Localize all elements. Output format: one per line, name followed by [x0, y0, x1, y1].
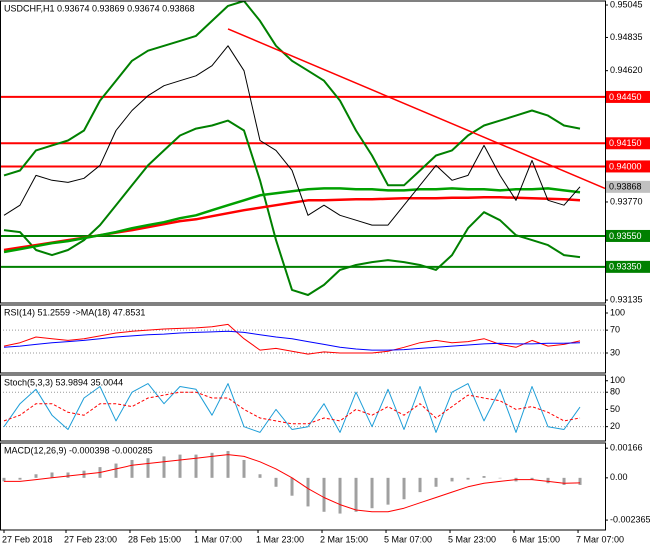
level-label: 0.94000 [609, 161, 642, 171]
panel-frame [0, 304, 606, 374]
histogram-bar [226, 451, 230, 478]
histogram-bar [258, 474, 262, 478]
x-tick-label: 7 Mar 07:00 [576, 534, 624, 544]
level-label: 0.93550 [609, 231, 642, 241]
histogram-bar [370, 477, 374, 509]
y-tick-label: 0.00 [610, 472, 628, 482]
histogram-bar [306, 477, 310, 507]
histogram-bar [578, 477, 582, 485]
y-tick-label: 0.00166 [610, 443, 643, 453]
y-tick-label: 0.93135 [610, 294, 643, 304]
series-line [4, 454, 581, 513]
histogram-bar [402, 477, 406, 500]
y-tick-label: 0.94835 [610, 32, 643, 42]
histogram-bar [34, 474, 38, 478]
histogram-bar [50, 472, 54, 478]
histogram-bar [2, 477, 6, 482]
level-label-box [606, 137, 650, 150]
histogram-bar [386, 477, 390, 505]
x-tick-label: 27 Feb 23:00 [64, 534, 117, 544]
series-line [3, 1, 581, 187]
x-tick-label: 1 Mar 23:00 [256, 534, 304, 544]
histogram-bar [210, 452, 214, 478]
y-tick-label: 100 [610, 375, 625, 385]
y-tick-label: 30 [610, 347, 620, 357]
histogram-bar [482, 476, 486, 478]
x-tick-label: 6 Mar 15:00 [512, 534, 560, 544]
panel-header: MACD(12,26,9) -0.000398 -0.000285 [4, 445, 153, 455]
panel-frame [0, 374, 606, 442]
histogram-bar [66, 472, 70, 478]
y-tick-label: 0.93770 [610, 196, 643, 206]
histogram-bar [18, 477, 22, 480]
x-tick-label: 1 Mar 07:00 [194, 534, 242, 544]
last-price-box [606, 180, 650, 193]
level-label-box [606, 160, 650, 173]
y-tick-label: -0.002365 [610, 514, 650, 524]
level-label: 0.94150 [609, 138, 642, 148]
y-tick-label: 0.95045 [610, 0, 643, 9]
panel-header: Stoch(5,3,3) 53.9894 35.0044 [4, 377, 123, 387]
histogram-bar [450, 477, 454, 482]
histogram-bar [290, 477, 294, 496]
trendline [227, 28, 605, 190]
panel-frame [0, 0, 606, 304]
series-line [3, 45, 581, 226]
series-line [3, 330, 581, 351]
histogram-bar [274, 477, 278, 487]
histogram-bar [530, 477, 534, 480]
series-line [3, 391, 581, 425]
series-line [3, 383, 581, 433]
histogram-bar [114, 463, 118, 478]
histogram-bar [498, 477, 502, 479]
histogram-bar [466, 477, 470, 480]
x-tick-label: 5 Mar 07:00 [384, 534, 432, 544]
histogram-bar [242, 459, 246, 478]
y-tick-label: 50 [610, 404, 620, 414]
x-tick-label: 27 Feb 2018 [2, 534, 53, 544]
series-line [3, 323, 581, 355]
level-label: 0.93350 [609, 262, 642, 272]
series-line [3, 119, 581, 296]
level-label-box [606, 229, 650, 242]
histogram-bar [146, 458, 150, 478]
level-label-box [606, 260, 650, 273]
histogram-bar [194, 454, 198, 478]
panel-header: RSI(14) 51.2559 ->MA(18) 47.8531 [4, 307, 145, 317]
histogram-bar [130, 459, 134, 478]
y-tick-label: 0.94620 [610, 65, 643, 75]
y-tick-label: 100 [610, 307, 625, 317]
histogram-bar [546, 477, 550, 484]
panel-header: USDCHF,H1 0.93674 0.93869 0.93674 0.9386… [4, 3, 195, 13]
histogram-bar [354, 477, 358, 512]
y-tick-label: 70 [610, 325, 620, 335]
panel [0, 1, 605, 296]
x-tick-label: 5 Mar 23:00 [448, 534, 496, 544]
y-tick-label: 20 [610, 421, 620, 431]
panel [2, 451, 582, 514]
x-tick-label: 2 Mar 15:00 [320, 534, 368, 544]
level-label-box [606, 90, 650, 103]
histogram-bar [322, 477, 326, 512]
panel-frame [0, 442, 606, 531]
y-tick-label: 80 [610, 387, 620, 397]
histogram-bar [178, 454, 182, 478]
histogram-bar [162, 456, 166, 478]
panel [0, 323, 605, 355]
level-label: 0.94450 [609, 92, 642, 102]
histogram-bar [418, 477, 422, 493]
series-line [3, 187, 581, 254]
last-price-label: 0.93868 [609, 182, 642, 192]
histogram-bar [338, 477, 342, 514]
histogram-bar [562, 477, 566, 485]
histogram-bar [434, 477, 438, 487]
panel [0, 383, 605, 433]
x-tick-label: 28 Feb 15:00 [128, 534, 181, 544]
